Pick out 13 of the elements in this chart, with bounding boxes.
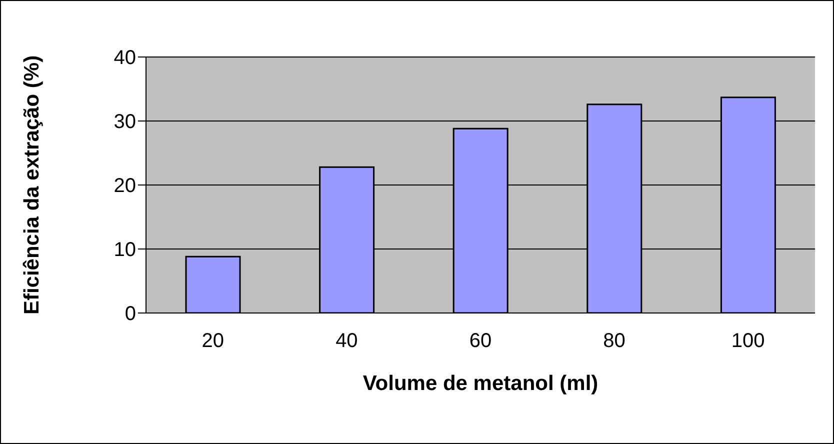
- y-tick-label: 20: [114, 175, 136, 198]
- x-axis-title: Volume de metanol (ml): [362, 372, 598, 395]
- y-axis-title: Eficiência da extração (%): [20, 55, 44, 315]
- x-tick-label: 80: [603, 330, 626, 352]
- x-tick-label: 100: [731, 330, 765, 352]
- y-tick-label: 10: [114, 239, 136, 262]
- x-tick-label: 60: [469, 330, 492, 352]
- x-tick-label: 20: [202, 330, 224, 352]
- y-tick-label: 30: [114, 111, 136, 134]
- y-tick-label: 0: [124, 303, 136, 326]
- x-tick-label: 40: [336, 330, 358, 352]
- y-tick-label: 40: [114, 47, 136, 70]
- bar: [185, 256, 241, 313]
